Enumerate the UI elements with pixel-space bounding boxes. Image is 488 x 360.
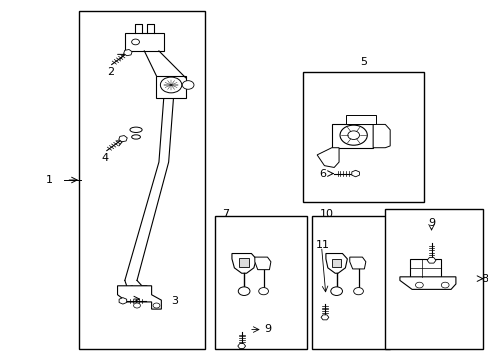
Polygon shape [351,170,359,177]
Polygon shape [321,315,328,320]
Circle shape [440,282,448,288]
Text: 6: 6 [318,169,325,179]
Polygon shape [372,125,389,148]
Text: 8: 8 [480,274,488,284]
Ellipse shape [130,127,142,132]
Text: 4: 4 [102,153,109,163]
Circle shape [153,303,160,308]
Polygon shape [117,286,161,309]
Bar [302,72,424,202]
Bar [385,209,482,348]
Bar [409,259,440,277]
Bar [124,33,163,51]
Polygon shape [399,277,455,289]
Polygon shape [349,257,365,269]
Ellipse shape [131,135,140,139]
Circle shape [339,125,366,145]
Bar [346,116,375,125]
Polygon shape [119,136,127,142]
Polygon shape [231,253,256,273]
Polygon shape [325,253,346,273]
Text: 2: 2 [106,67,114,77]
Circle shape [160,77,182,93]
Text: 11: 11 [316,239,329,249]
Circle shape [238,287,249,296]
Polygon shape [119,298,126,304]
Circle shape [415,282,423,288]
Text: 9: 9 [427,218,434,228]
Polygon shape [237,343,245,348]
Bar [331,125,372,148]
Text: 1: 1 [46,175,53,185]
Polygon shape [427,257,435,263]
Circle shape [330,287,342,296]
Polygon shape [123,49,132,56]
Polygon shape [254,257,270,270]
Bar [312,216,389,348]
Polygon shape [317,148,338,167]
Text: 9: 9 [264,324,271,334]
Bar [156,76,185,98]
Bar [239,258,248,267]
Circle shape [347,131,359,139]
Circle shape [353,288,363,295]
Circle shape [133,303,140,308]
Text: 3: 3 [171,296,178,306]
Text: 7: 7 [222,209,229,219]
Bar [79,12,205,348]
Bar [331,259,340,267]
Circle shape [182,81,194,89]
Circle shape [131,39,139,45]
Text: 5: 5 [359,57,366,67]
Text: 10: 10 [319,209,333,219]
Bar [214,216,307,348]
Circle shape [258,288,268,295]
